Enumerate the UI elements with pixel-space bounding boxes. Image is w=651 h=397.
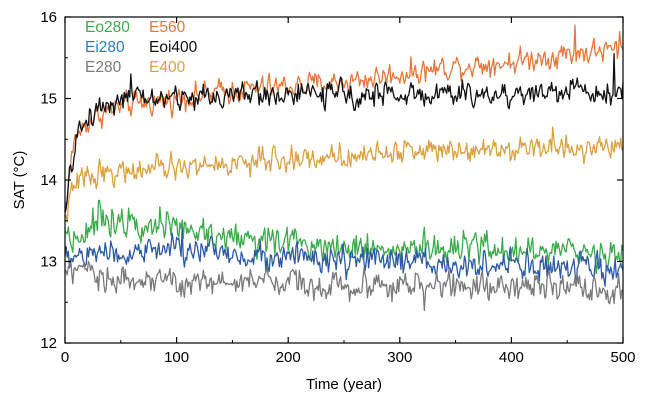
- series-line-eoi400: [64, 53, 624, 213]
- y-axis: 12 13 14 15 16: [40, 9, 623, 352]
- series-line-e560: [64, 24, 624, 211]
- legend-entry-e560: E560: [149, 19, 186, 36]
- y-tick-label: 15: [40, 91, 57, 108]
- x-tick-label: 200: [276, 349, 301, 366]
- x-tick-label: 500: [610, 349, 635, 366]
- x-axis: 0 100 200 300 400 500: [61, 17, 636, 366]
- series-line-ei280: [64, 228, 624, 287]
- x-tick-label: 300: [387, 349, 412, 366]
- plot-lines: [64, 24, 624, 312]
- legend-entry-eo280: Eo280: [85, 19, 130, 36]
- y-tick-label: 16: [40, 9, 57, 26]
- legend-entry-eoi400: Eoi400: [149, 39, 198, 56]
- y-axis-title: SAT (°C): [11, 151, 28, 210]
- y-tick-label: 14: [40, 172, 57, 189]
- x-tick-label: 400: [499, 349, 524, 366]
- x-tick-label: 0: [61, 349, 69, 366]
- x-tick-label: 100: [164, 349, 189, 366]
- series-line-e280: [64, 257, 624, 312]
- legend: Eo280 E560 Ei280 Eoi400 E280 E400: [85, 19, 198, 76]
- legend-entry-ei280: Ei280: [85, 39, 125, 56]
- y-tick-label: 13: [40, 254, 57, 271]
- series-line-e400: [64, 126, 624, 223]
- x-axis-title: Time (year): [306, 376, 382, 393]
- y-tick-label: 12: [40, 335, 57, 352]
- legend-entry-e400: E400: [149, 59, 186, 76]
- legend-entry-e280: E280: [85, 59, 122, 76]
- series-line-eo280: [64, 199, 624, 275]
